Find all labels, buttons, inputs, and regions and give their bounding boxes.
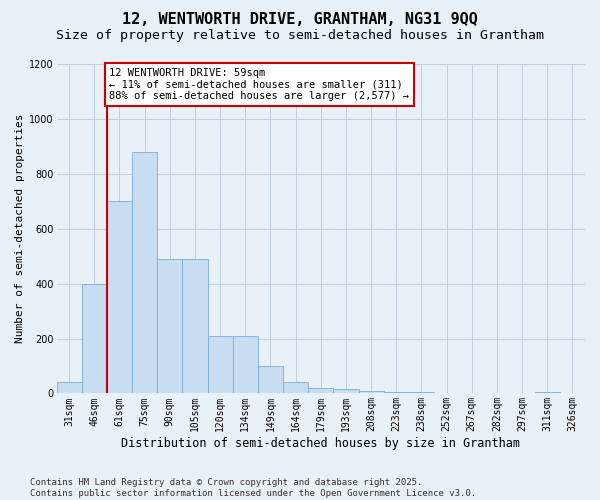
Bar <box>182 259 208 394</box>
Bar <box>157 259 182 394</box>
X-axis label: Distribution of semi-detached houses by size in Grantham: Distribution of semi-detached houses by … <box>121 437 520 450</box>
Text: Size of property relative to semi-detached houses in Grantham: Size of property relative to semi-detach… <box>56 29 544 42</box>
Bar <box>334 390 359 394</box>
Bar <box>560 392 585 394</box>
Bar <box>535 392 560 394</box>
Text: Contains HM Land Registry data © Crown copyright and database right 2025.
Contai: Contains HM Land Registry data © Crown c… <box>30 478 476 498</box>
Bar <box>82 284 107 394</box>
Text: 12 WENTWORTH DRIVE: 59sqm
← 11% of semi-detached houses are smaller (311)
88% of: 12 WENTWORTH DRIVE: 59sqm ← 11% of semi-… <box>109 68 409 102</box>
Bar <box>56 382 82 394</box>
Bar <box>484 393 509 394</box>
Bar <box>132 152 157 394</box>
Bar <box>233 336 258 394</box>
Bar <box>434 392 459 394</box>
Bar <box>359 390 383 394</box>
Bar <box>509 393 535 394</box>
Bar <box>208 336 233 394</box>
Text: 12, WENTWORTH DRIVE, GRANTHAM, NG31 9QQ: 12, WENTWORTH DRIVE, GRANTHAM, NG31 9QQ <box>122 12 478 28</box>
Bar <box>383 392 409 394</box>
Y-axis label: Number of semi-detached properties: Number of semi-detached properties <box>15 114 25 344</box>
Bar <box>107 202 132 394</box>
Bar <box>409 392 434 394</box>
Bar <box>283 382 308 394</box>
Bar <box>258 366 283 394</box>
Bar <box>308 388 334 394</box>
Bar <box>459 392 484 394</box>
